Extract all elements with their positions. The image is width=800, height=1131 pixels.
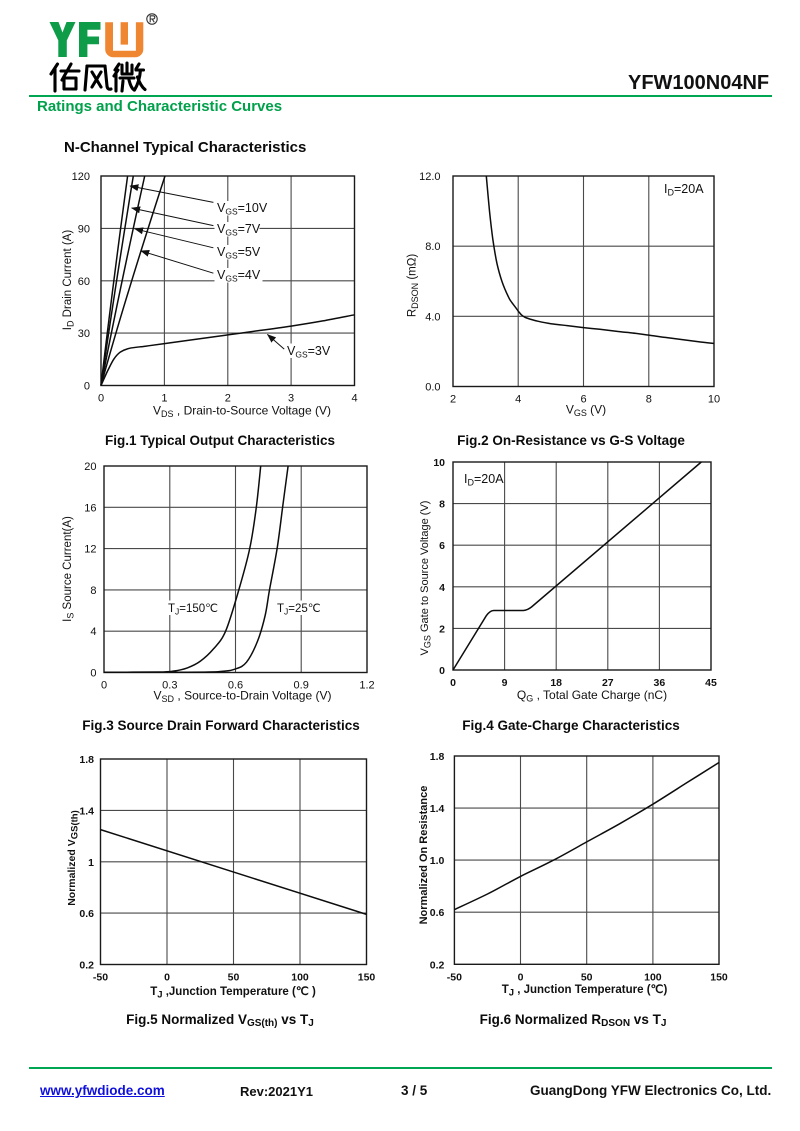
svg-text:50: 50	[228, 972, 240, 984]
svg-text:TJ=150℃: TJ=150℃	[168, 603, 218, 617]
svg-text:10: 10	[433, 457, 445, 469]
svg-text:8: 8	[439, 499, 445, 511]
svg-text:VGS=5V: VGS=5V	[217, 245, 261, 261]
svg-text:4: 4	[439, 582, 445, 594]
svg-text:30: 30	[78, 328, 90, 340]
svg-text:36: 36	[654, 677, 666, 689]
svg-text:45: 45	[705, 677, 717, 689]
svg-text:9: 9	[502, 677, 508, 689]
svg-text:VGS=7V: VGS=7V	[217, 222, 261, 238]
svg-text:ID=20A: ID=20A	[464, 472, 504, 488]
svg-text:4: 4	[351, 393, 357, 405]
svg-text:ID=20A: ID=20A	[664, 182, 704, 198]
svg-text:1.4: 1.4	[79, 805, 94, 817]
svg-text:4.0: 4.0	[425, 311, 440, 323]
svg-text:QG , Total Gate Charge (nC): QG , Total Gate Charge (nC)	[517, 688, 667, 704]
svg-text:6: 6	[580, 394, 586, 406]
svg-text:TJ , Junction Temperature (℃): TJ , Junction Temperature (℃)	[502, 983, 668, 999]
svg-text:0.6: 0.6	[430, 907, 445, 919]
svg-text:8: 8	[646, 394, 652, 406]
svg-text:TJ ,Junction Temperature (℃ ): TJ ,Junction Temperature (℃ )	[150, 985, 316, 1001]
svg-text:0: 0	[90, 668, 96, 680]
svg-text:8: 8	[90, 585, 96, 597]
svg-text:0: 0	[84, 381, 90, 393]
svg-text:0: 0	[164, 972, 170, 984]
svg-text:0.6: 0.6	[228, 680, 243, 692]
svg-text:-50: -50	[93, 972, 108, 984]
svg-text:1.8: 1.8	[79, 754, 94, 766]
svg-text:27: 27	[602, 677, 614, 689]
svg-text:TJ=25℃: TJ=25℃	[277, 603, 321, 617]
svg-text:Normalized VGS(th): Normalized VGS(th)	[66, 810, 81, 906]
svg-text:VGS=4V: VGS=4V	[217, 268, 261, 284]
svg-text:1: 1	[88, 857, 94, 869]
svg-text:12: 12	[84, 544, 96, 556]
svg-text:60: 60	[78, 276, 90, 288]
svg-text:0.9: 0.9	[294, 680, 309, 692]
svg-text:1.8: 1.8	[430, 751, 445, 763]
svg-text:10: 10	[708, 394, 720, 406]
svg-text:6: 6	[439, 540, 445, 552]
svg-text:0.6: 0.6	[79, 908, 94, 920]
svg-text:VGS Gate to Source Voltage (V: VGS Gate to Source Voltage (V)	[419, 501, 433, 656]
svg-text:VDS , Drain-to-Source Voltage: VDS , Drain-to-Source Voltage (V)	[153, 404, 331, 420]
svg-text:IS Source Current(A): IS Source Current(A)	[62, 516, 76, 622]
svg-text:90: 90	[78, 223, 90, 235]
svg-text:-50: -50	[447, 971, 462, 983]
svg-text:100: 100	[644, 971, 662, 983]
svg-text:150: 150	[358, 972, 376, 984]
svg-text:50: 50	[581, 971, 593, 983]
svg-text:120: 120	[72, 171, 90, 183]
svg-text:VGS=10V: VGS=10V	[217, 201, 268, 217]
svg-text:0: 0	[450, 677, 456, 689]
svg-text:2: 2	[450, 394, 456, 406]
svg-text:0.2: 0.2	[430, 959, 445, 971]
svg-text:1.4: 1.4	[430, 803, 445, 815]
svg-text:150: 150	[710, 971, 728, 983]
svg-text:12.0: 12.0	[419, 171, 440, 183]
svg-text:18: 18	[550, 677, 562, 689]
svg-text:RDSON (mΩ): RDSON (mΩ)	[407, 254, 421, 318]
svg-text:0.2: 0.2	[79, 960, 94, 972]
svg-text:8.0: 8.0	[425, 241, 440, 253]
svg-text:0.0: 0.0	[425, 382, 440, 394]
svg-text:ID Drain Current (A): ID Drain Current (A)	[62, 230, 76, 331]
svg-text:4: 4	[90, 626, 96, 638]
svg-text:1.0: 1.0	[430, 855, 445, 867]
svg-text:VSD , Source-to-Drain Voltage: VSD , Source-to-Drain Voltage (V)	[154, 688, 332, 704]
svg-text:3: 3	[288, 393, 294, 405]
svg-text:VGS=3V: VGS=3V	[287, 344, 331, 360]
svg-text:Normalized On Resistance: Normalized On Resistance	[418, 786, 430, 925]
svg-text:0: 0	[98, 393, 104, 405]
svg-text:0: 0	[439, 665, 445, 677]
svg-text:100: 100	[291, 972, 309, 984]
svg-text:1.2: 1.2	[359, 680, 374, 692]
svg-text:4: 4	[515, 394, 521, 406]
svg-text:20: 20	[84, 461, 96, 473]
svg-text:VGS (V): VGS (V)	[566, 403, 606, 419]
svg-text:2: 2	[225, 393, 231, 405]
svg-text:0: 0	[518, 971, 524, 983]
svg-text:2: 2	[439, 623, 445, 635]
svg-text:0.3: 0.3	[162, 680, 177, 692]
svg-text:16: 16	[84, 502, 96, 514]
svg-text:1: 1	[161, 393, 167, 405]
svg-text:0: 0	[101, 680, 107, 692]
